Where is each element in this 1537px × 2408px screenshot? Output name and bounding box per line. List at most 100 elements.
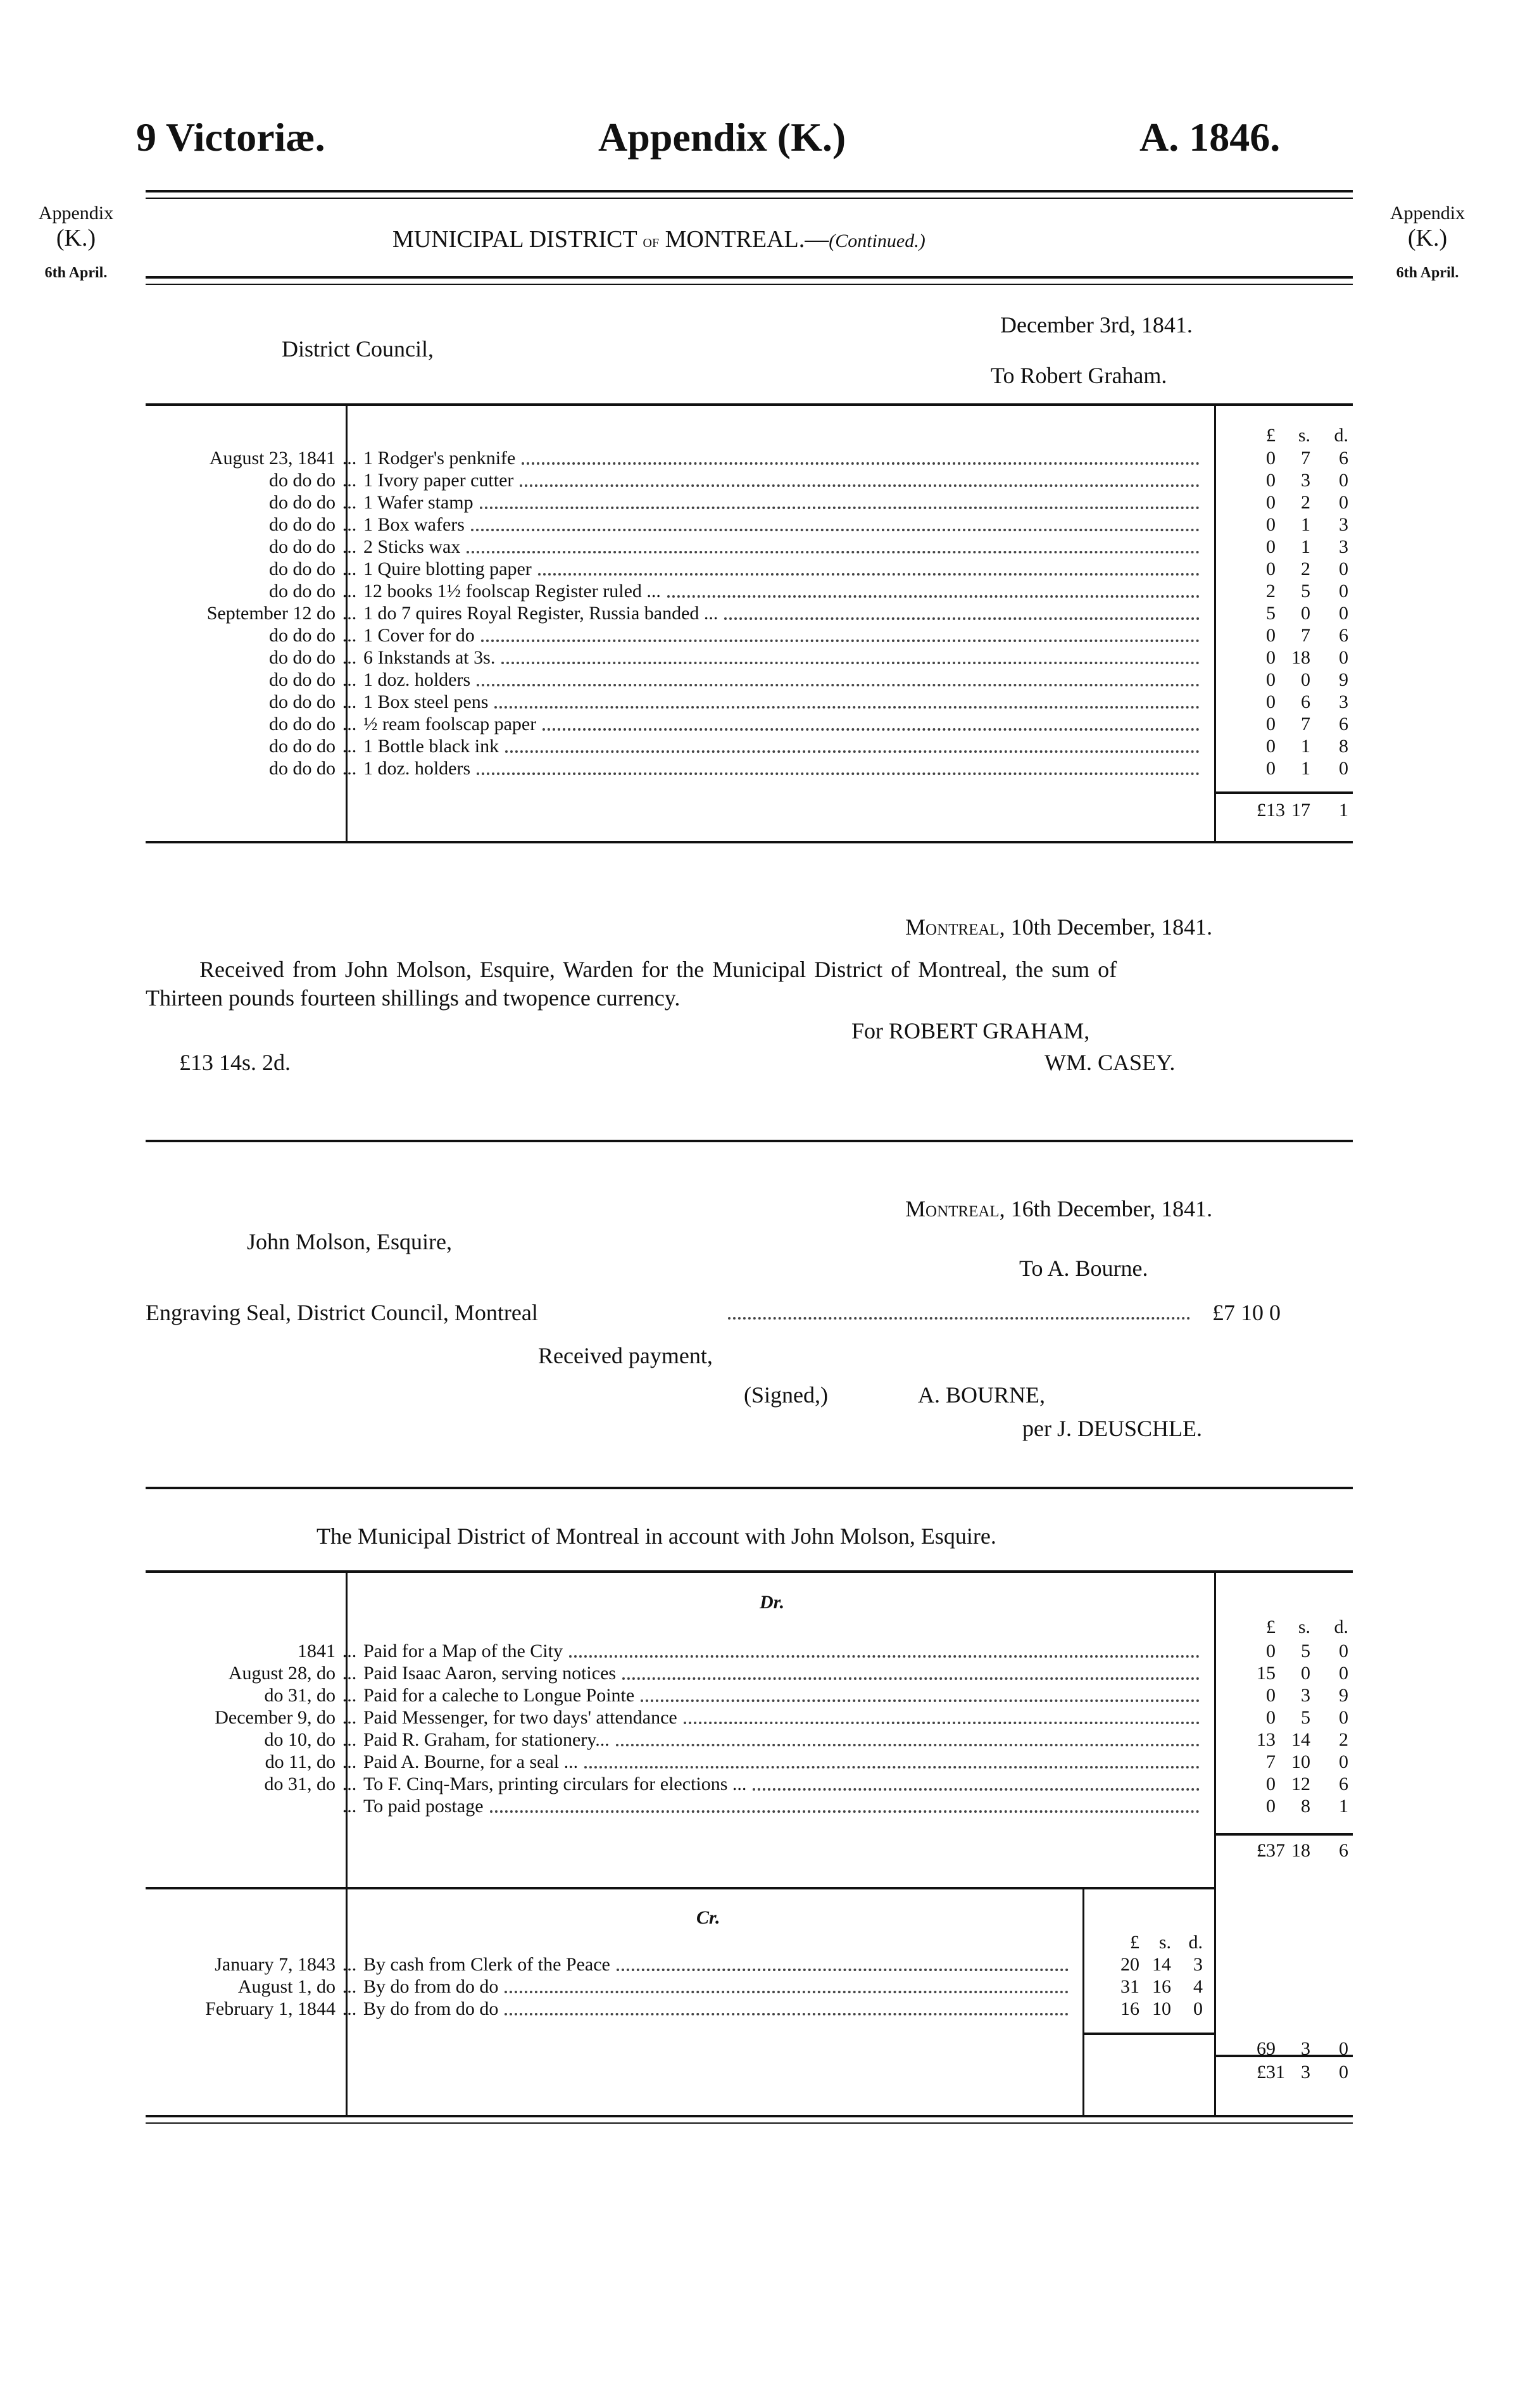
row-item: By do from do do (363, 1998, 499, 2019)
leader-dots (479, 506, 1200, 509)
row-item: 1 Bottle black ink (363, 736, 499, 757)
row-dots: ... (342, 758, 357, 779)
leader-dots (505, 2012, 1069, 2015)
row-amount-l: 0 (1266, 1796, 1276, 1817)
table-row: do 31, do... Paid for a caleche to Longue… (146, 1684, 1206, 1706)
leader-dots (615, 1743, 1200, 1746)
row-date: do 10, do (264, 1729, 336, 1750)
row-dots: ... (342, 448, 357, 469)
leader-dots (501, 661, 1200, 664)
row-dots: ... (342, 603, 357, 624)
row-amount-d: 3 (1193, 1954, 1203, 1975)
row-date: do do do (269, 736, 336, 757)
row-dots: ... (342, 1954, 357, 1975)
row-item: 2 Sticks wax (363, 536, 461, 557)
row-date: August 28, do (228, 1663, 336, 1684)
table-row: do do do... 1 Ivory paper cutter (146, 469, 1206, 491)
account-date-divider (346, 1572, 348, 2117)
row-date: do do do (269, 625, 336, 646)
receipt1-for: For ROBERT GRAHAM, (851, 1018, 1090, 1043)
row-amount-d: 2 (1339, 1729, 1348, 1750)
row-item: Paid R. Graham, for stationery... (363, 1729, 610, 1750)
margin-note-right: Appendix (K.) 6th April. (1371, 203, 1484, 282)
row-item: Paid Messenger, for two days' attendance (363, 1707, 677, 1728)
bill1-total-rule (1215, 791, 1353, 794)
row-amount-d: 0 (1339, 558, 1348, 579)
row-item: 1 Wafer stamp (363, 492, 474, 513)
row-amount-d: 0 (1339, 647, 1348, 668)
bill2-place: Montreal, (905, 1196, 1005, 1221)
row-item: 1 Box wafers (363, 514, 465, 535)
row-date: do do do (269, 758, 336, 779)
bill1-total-l: £13 (1257, 800, 1285, 821)
row-date: February 1, 1844 (205, 1998, 336, 2019)
row-date: do do do (269, 691, 336, 712)
row-amount-d: 3 (1339, 514, 1348, 535)
title-continued: (Continued.) (829, 230, 925, 251)
row-amount-s: 3 (1301, 470, 1310, 491)
row-amount-s: 0 (1301, 669, 1310, 690)
table-row: do 31, do... To F. Cinq-Mars, printing ci… (146, 1773, 1206, 1795)
rule-receipt1 (146, 1140, 1353, 1142)
leader-dots (477, 772, 1200, 775)
row-amount-s: 1 (1301, 758, 1310, 779)
row-amount-s: 1 (1301, 514, 1310, 535)
bill1-total-d: 1 (1339, 800, 1348, 821)
row-amount-d: 0 (1339, 1663, 1348, 1684)
cr-total-s: 3 (1301, 2038, 1310, 2059)
row-amount-l: 0 (1266, 1641, 1276, 1661)
row-amount-s: 1 (1301, 536, 1310, 557)
leader-dots (489, 1810, 1200, 1813)
row-amount-d: 3 (1339, 691, 1348, 712)
row-amount-d: 6 (1339, 625, 1348, 646)
row-item: 1 do 7 quires Royal Register, Russia ban… (363, 603, 718, 624)
row-dots: ... (342, 669, 357, 690)
row-date: do do do (269, 558, 336, 579)
receipt1-dateline: Montreal, 10th December, 1841. (905, 914, 1212, 940)
header-appendix: Appendix (K.) (598, 115, 846, 160)
table-row: do do do... 6 Inkstands at 3s. (146, 646, 1206, 669)
row-dots: ... (342, 691, 357, 712)
leader-dots (467, 550, 1200, 553)
currency-header: s. (1298, 1617, 1310, 1637)
currency-header: d. (1334, 1617, 1349, 1637)
row-amount-d: 0 (1339, 470, 1348, 491)
row-amount-l: 0 (1266, 1685, 1276, 1706)
row-item: By cash from Clerk of the Peace (363, 1954, 610, 1975)
bill2-signer: A. BOURNE, (918, 1382, 1046, 1408)
row-dots: ... (342, 1998, 357, 2019)
dr-total-rule (1215, 1833, 1353, 1836)
header-year: A. 1846. (1139, 115, 1281, 160)
header-session: 9 Victoriæ. (136, 115, 325, 160)
currency-header: £ (1266, 1617, 1276, 1637)
bill2-addressee: John Molson, Esquire, (247, 1229, 452, 1254)
row-item: Paid Isaac Aaron, serving notices (363, 1663, 617, 1684)
row-amount-s: 0 (1301, 603, 1310, 624)
table-row: August 28, do... Paid Isaac Aaron, servin… (146, 1662, 1206, 1684)
leader-dots (470, 528, 1200, 531)
account-title: The Municipal District of Montreal in ac… (317, 1523, 996, 1549)
cr-label: Cr. (696, 1907, 720, 1928)
receipt1-date: 10th December, 1841. (1010, 914, 1213, 940)
row-date: do do do (269, 536, 336, 557)
row-date: December 9, do (215, 1707, 336, 1728)
margin-appendix: Appendix (1390, 203, 1465, 224)
row-date: do do do (269, 514, 336, 535)
row-amount-s: 3 (1301, 1685, 1310, 1706)
cr-total-d: 0 (1339, 2038, 1348, 2059)
receipt1-amount: £13 14s. 2d. (179, 1050, 291, 1075)
row-dots: ... (342, 1685, 357, 1706)
dr-total-s: 18 (1291, 1840, 1310, 1861)
title-rule-2 (146, 284, 1353, 285)
title-main: MUNICIPAL DISTRICT (392, 226, 637, 253)
leader-dots (641, 1699, 1200, 1702)
top-rule (146, 190, 1353, 192)
bill1-to: To Robert Graham. (991, 363, 1167, 388)
row-item: Paid for a Map of the City (363, 1641, 563, 1661)
account-amount-divider (1214, 1572, 1216, 2117)
row-dots: ... (342, 1796, 357, 1817)
account-bottom-rule (146, 2115, 1353, 2117)
rule-bill2 (146, 1487, 1353, 1489)
table-row: February 1, 1844... By do from do do (146, 1998, 1075, 2020)
row-amount-s: 16 (1152, 1976, 1171, 1997)
